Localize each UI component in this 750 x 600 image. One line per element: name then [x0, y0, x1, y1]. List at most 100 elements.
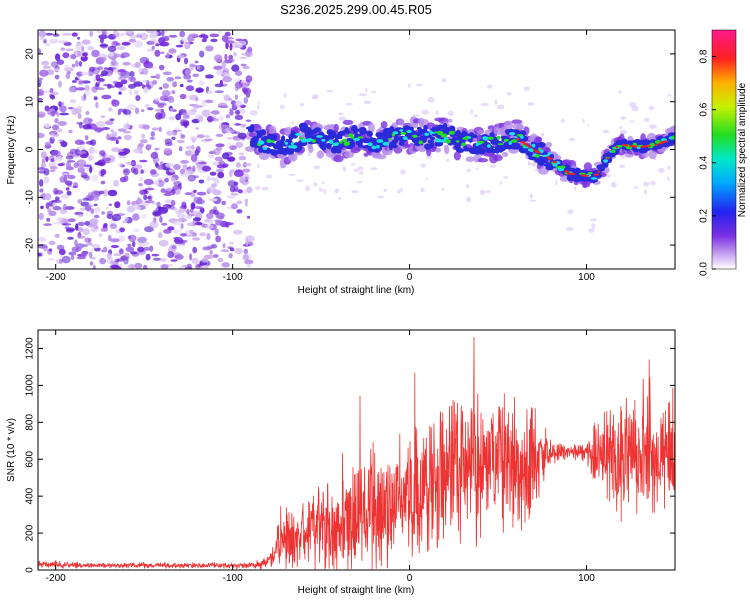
noise-blob: [117, 128, 127, 132]
haze-blob: [254, 186, 261, 190]
noise-blob: [77, 221, 86, 226]
noise-blob: [39, 69, 49, 77]
noise-blob: [229, 247, 235, 252]
track-peak-blob: [552, 161, 558, 164]
track-highlight-blob: [477, 140, 485, 144]
track-highlight-blob: [497, 143, 504, 146]
noise-blob: [88, 251, 93, 259]
haze-blob: [602, 129, 610, 134]
noise-blob: [149, 136, 155, 140]
noise-blob: [139, 151, 143, 154]
noise-blob: [141, 133, 146, 139]
noise-blob: [187, 79, 193, 83]
haze-blob: [266, 174, 273, 179]
noise-blob: [88, 156, 92, 162]
noise-blob: [82, 197, 90, 201]
noise-blob: [143, 246, 150, 251]
snr-y-tick: 800: [25, 414, 36, 431]
noise-blob: [159, 216, 163, 223]
noise-blob: [243, 248, 248, 254]
noise-blob: [161, 90, 171, 97]
track-highlight-blob: [351, 135, 355, 139]
haze-blob: [342, 166, 347, 172]
noise-blob: [58, 80, 62, 88]
noise-blob: [189, 253, 193, 261]
noise-blob: [149, 245, 154, 252]
noise-blob: [168, 95, 173, 100]
noise-blob: [80, 95, 87, 102]
track-envelope-blob: [444, 144, 450, 155]
noise-blob: [205, 74, 214, 79]
snr-y-tick: 1200: [25, 337, 36, 360]
noise-blob: [161, 30, 165, 38]
haze-blob: [283, 92, 287, 98]
noise-blob: [234, 247, 243, 255]
noise-blob: [186, 168, 194, 175]
noise-blob: [126, 205, 136, 213]
haze-blob: [523, 86, 530, 91]
noise-blob: [235, 110, 240, 115]
noise-blob: [55, 155, 63, 162]
noise-blob: [183, 164, 187, 168]
noise-blob: [125, 246, 135, 253]
track-highlight-blob: [487, 136, 494, 140]
haze-blob: [667, 94, 672, 97]
noise-blob: [38, 77, 43, 81]
noise-blob: [231, 64, 240, 72]
track-peak-blob: [528, 145, 531, 148]
noise-blob: [201, 109, 211, 117]
haze-blob: [350, 163, 357, 166]
noise-blob: [72, 80, 77, 83]
noise-blob: [234, 114, 244, 121]
noise-blob: [231, 170, 235, 173]
noise-blob: [171, 188, 176, 195]
haze-blob: [466, 168, 471, 173]
track-peak-blob: [525, 144, 529, 147]
noise-blob: [234, 45, 243, 49]
haze-blob: [318, 187, 323, 192]
noise-blob: [160, 41, 170, 47]
noise-blob: [142, 124, 150, 130]
noise-blob: [75, 42, 83, 50]
snr-x-tick: 100: [578, 573, 595, 584]
noise-blob: [38, 236, 47, 243]
noise-blob: [128, 83, 136, 89]
noise-blob: [223, 94, 231, 102]
noise-blob: [123, 216, 129, 223]
noise-blob: [65, 206, 75, 210]
noise-blob: [177, 218, 188, 222]
noise-blob: [117, 69, 126, 73]
track-peak-blob: [647, 144, 651, 147]
noise-blob: [235, 38, 242, 42]
track-envelope-blob: [447, 118, 453, 123]
haze-blob: [359, 93, 367, 97]
haze-blob: [311, 96, 318, 99]
noise-blob: [110, 244, 119, 249]
haze-blob: [480, 103, 489, 107]
noise-blob: [38, 48, 42, 55]
noise-blob: [229, 185, 236, 193]
noise-blob: [42, 90, 51, 94]
haze-blob: [421, 109, 429, 115]
track-highlight-blob: [399, 129, 404, 132]
noise-blob: [39, 188, 44, 193]
noise-blob: [133, 40, 144, 48]
noise-blob: [180, 160, 189, 164]
noise-blob: [58, 40, 68, 44]
noise-blob: [142, 264, 148, 269]
noise-blob: [160, 51, 165, 54]
noise-blob: [118, 162, 124, 167]
noise-blob: [143, 178, 154, 186]
noise-blob: [113, 253, 122, 256]
noise-blob: [147, 107, 154, 111]
haze-blob: [540, 132, 545, 137]
haze-blob: [300, 102, 305, 107]
noise-blob: [132, 228, 140, 232]
noise-blob: [62, 52, 70, 59]
noise-blob: [59, 112, 69, 116]
track-core-blob: [397, 131, 403, 136]
noise-blob: [112, 131, 118, 138]
noise-blob: [72, 185, 78, 189]
noise-blob: [84, 220, 90, 226]
noise-blob: [129, 71, 135, 77]
